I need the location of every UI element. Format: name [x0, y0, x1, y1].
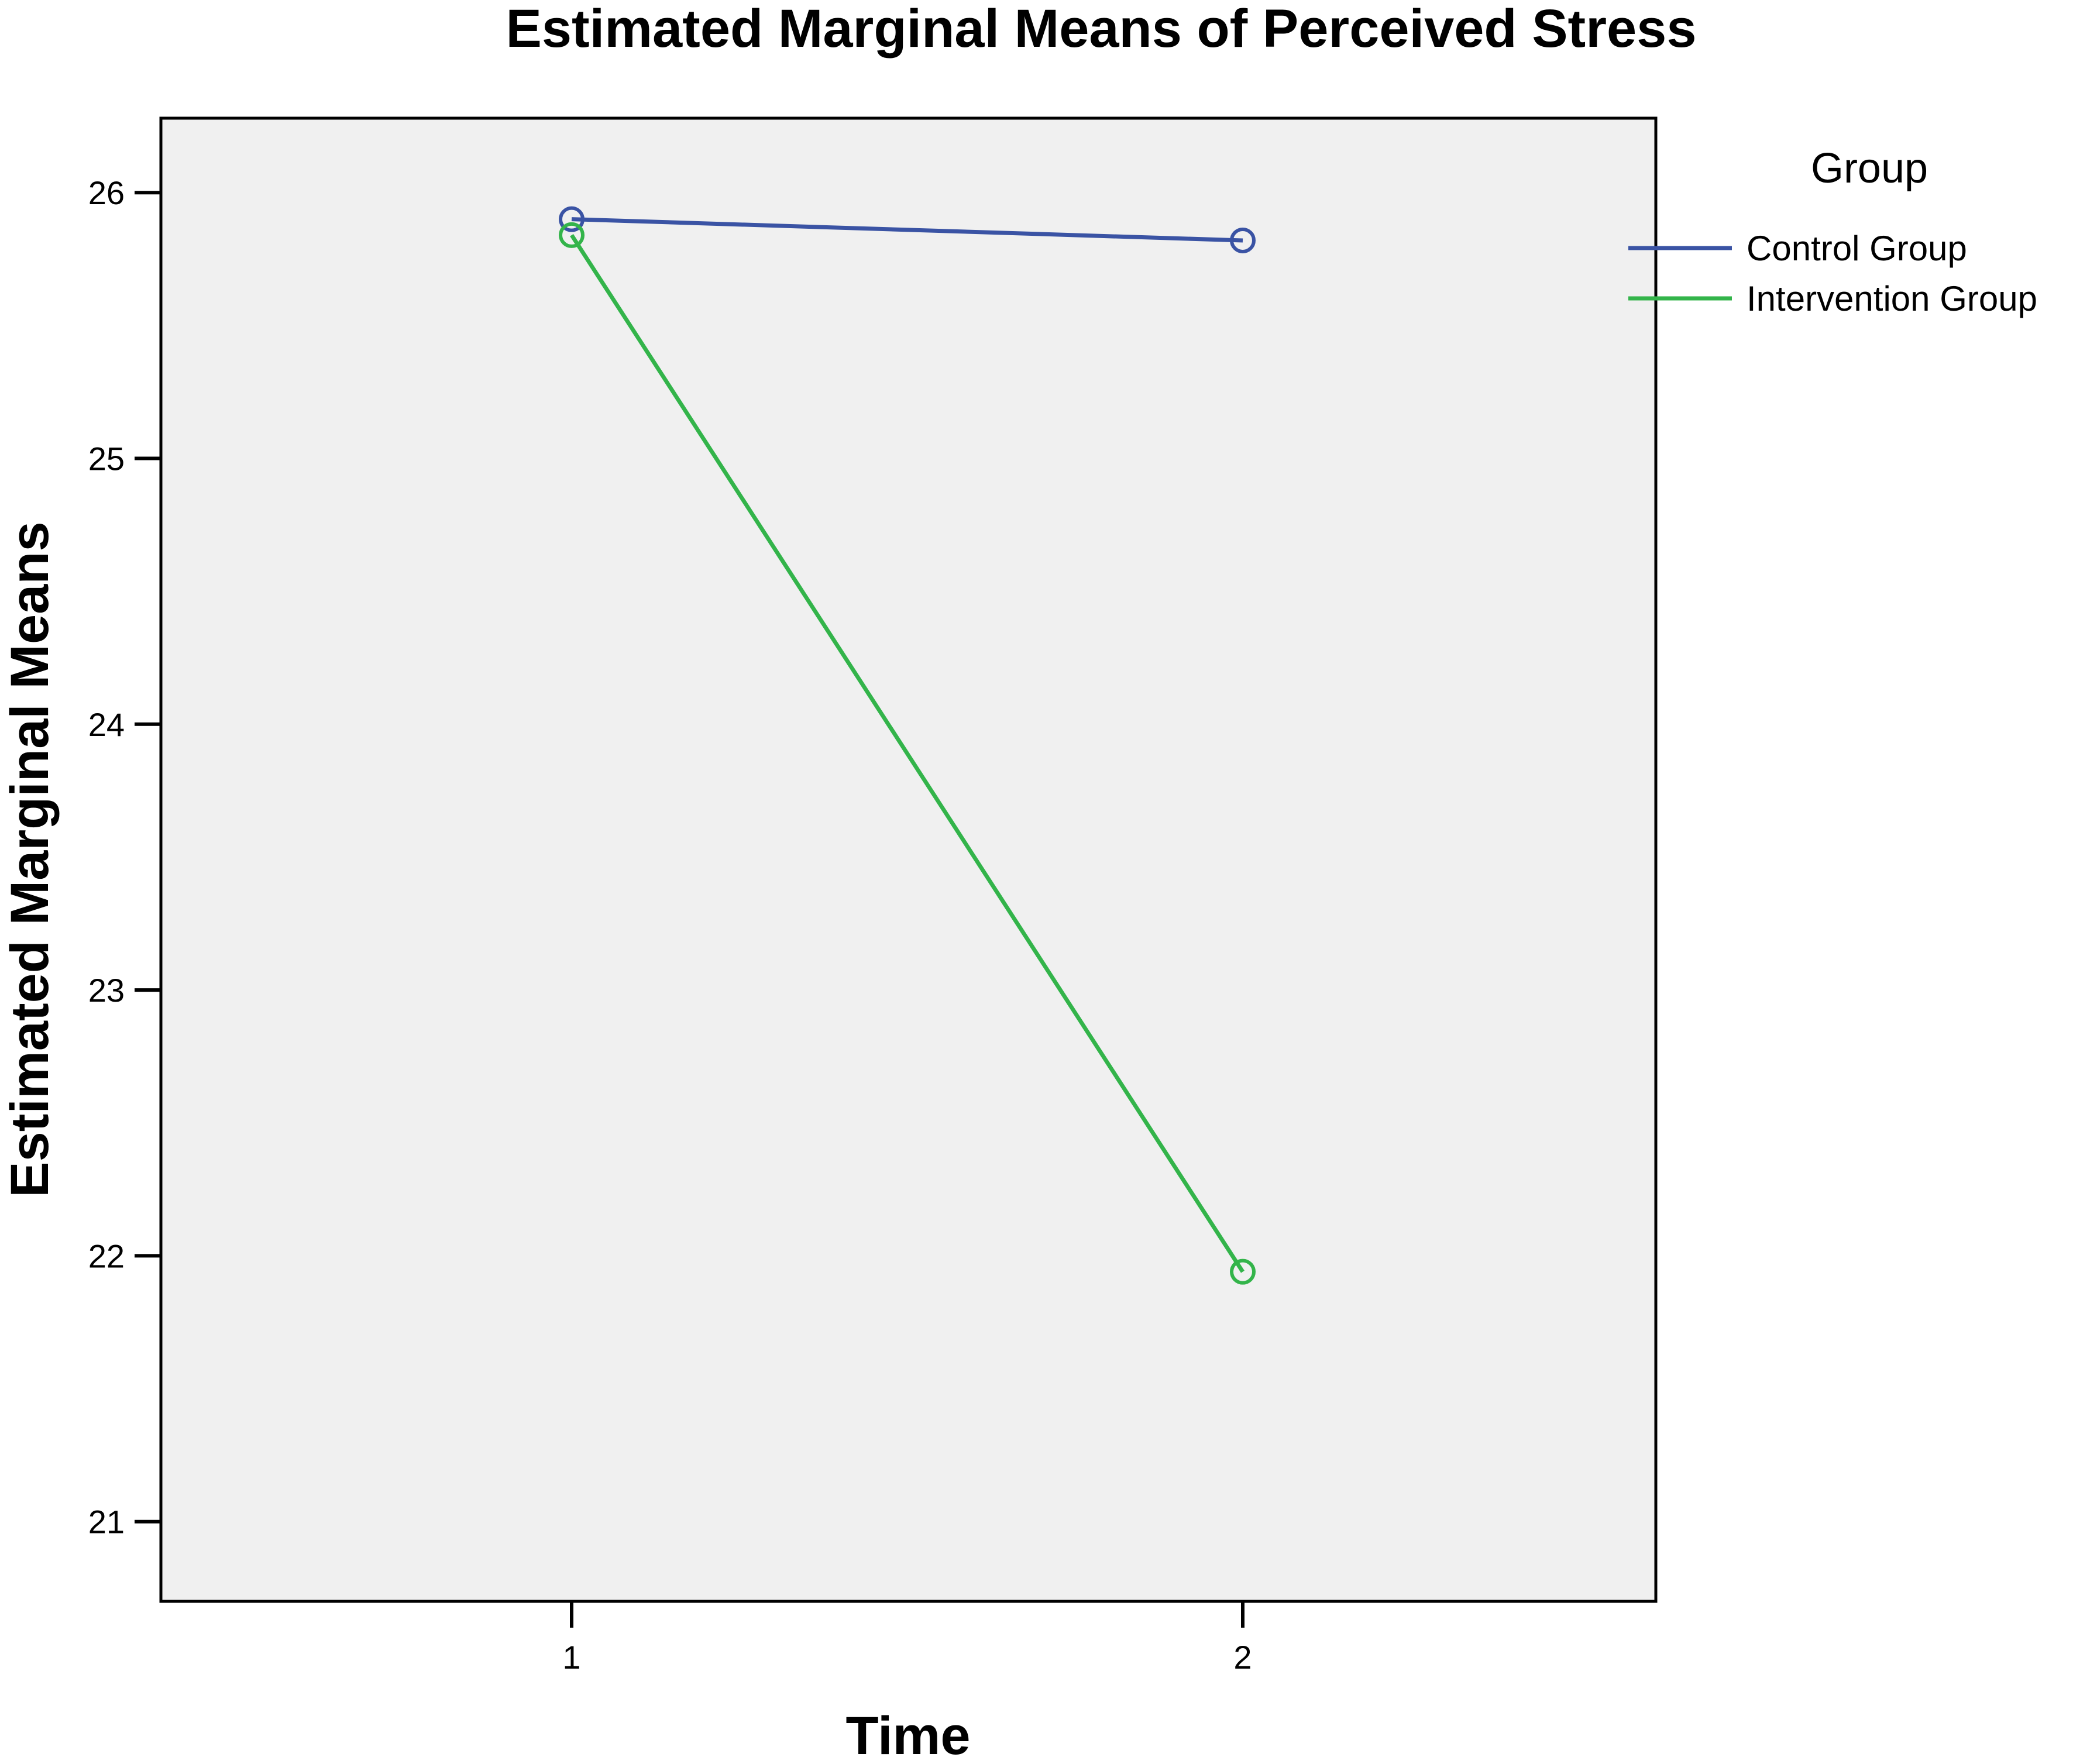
data-point — [559, 206, 585, 232]
series-layer — [559, 206, 1256, 1285]
chart-title: Estimated Marginal Means of Perceived St… — [506, 0, 1696, 59]
y-tick-label: 25 — [88, 441, 125, 477]
series-line-0 — [571, 217, 1243, 243]
y-tick-label: 21 — [88, 1504, 125, 1541]
x-tick-label: 2 — [1233, 1639, 1252, 1676]
y-axis: 21 22 23 24 25 26 — [88, 174, 161, 1541]
x-tick-label: 1 — [562, 1639, 580, 1676]
data-point — [559, 222, 585, 248]
y-tick-label: 26 — [88, 174, 125, 211]
plot-area — [159, 116, 1658, 1603]
series-line-1 — [570, 233, 1245, 1273]
y-tick-label: 22 — [88, 1237, 125, 1274]
legend: Group Control Group Intervention Group — [1628, 145, 2037, 318]
legend-title: Group — [1811, 145, 1928, 192]
y-tick-label: 23 — [88, 972, 125, 1009]
data-point — [1230, 227, 1256, 253]
y-axis-label: Estimated Marginal Means — [0, 521, 60, 1197]
legend-label: Intervention Group — [1747, 279, 2037, 318]
x-axis-label: Time — [845, 1706, 970, 1764]
y-tick-label: 24 — [88, 706, 125, 743]
data-point — [1230, 1258, 1256, 1285]
legend-label: Control Group — [1747, 229, 1967, 268]
